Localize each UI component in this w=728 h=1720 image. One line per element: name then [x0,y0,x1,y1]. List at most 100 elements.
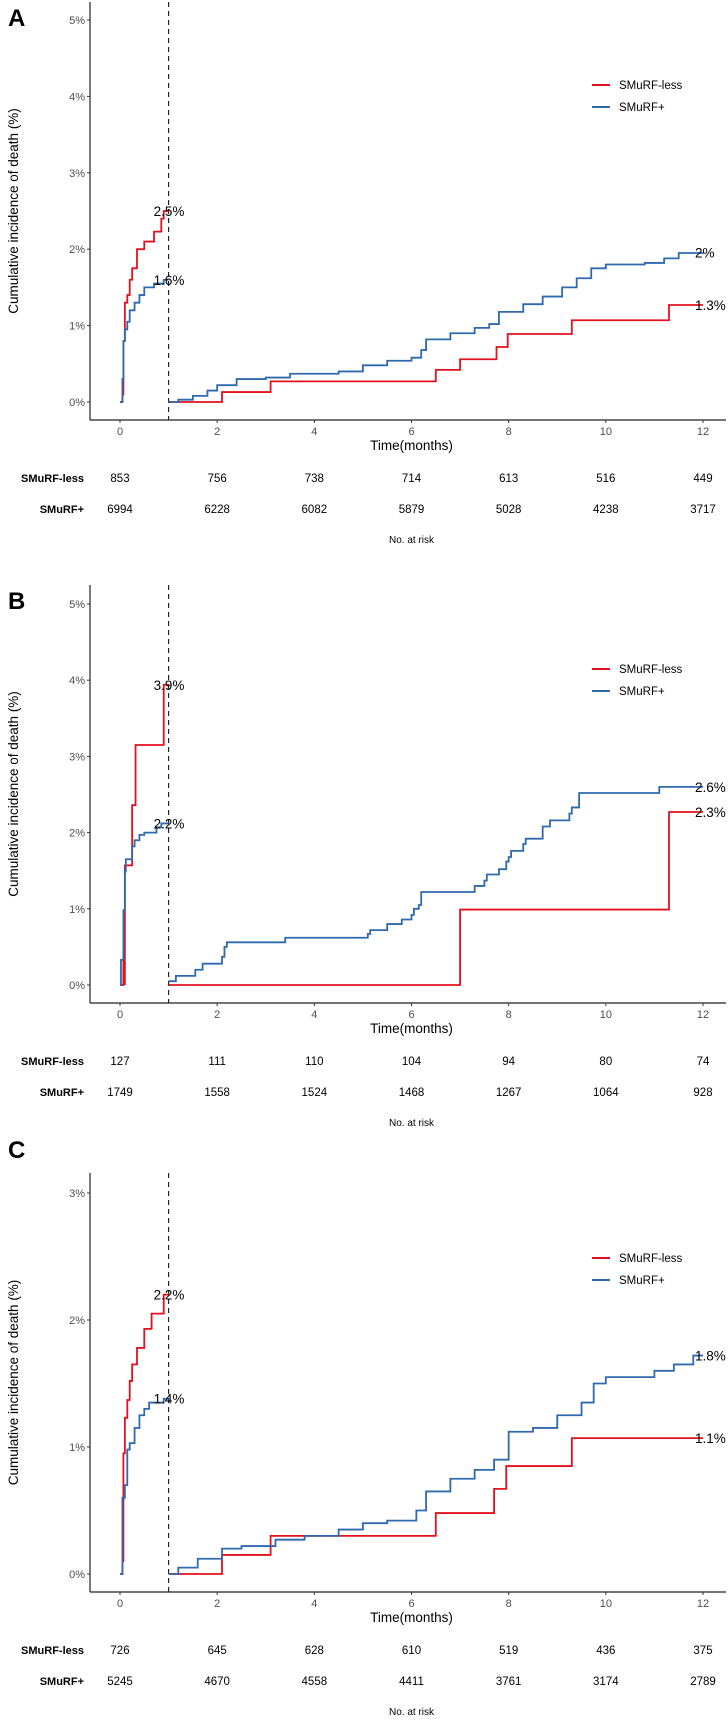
risk-value: 436 [596,1645,615,1657]
end-value-label: 2.6% [695,780,726,795]
x-tick-label: 2 [214,426,220,438]
y-tick-label: 4% [69,91,85,103]
y-tick-label: 1% [69,321,85,333]
y-tick-label: 5% [69,15,85,27]
x-tick-label: 10 [600,1598,612,1610]
risk-value: 516 [596,473,615,485]
risk-row-label: SMuRF+ [40,504,84,516]
y-tick-label: 1% [69,904,85,916]
x-tick-label: 10 [600,1009,612,1021]
risk-value: 127 [110,1056,129,1068]
landmark-value-label: 3.9% [154,678,185,693]
legend-label: SMuRF-less [619,80,683,92]
landmark-value-label: 2.2% [154,1288,185,1303]
end-value-label: 2.3% [695,805,726,820]
x-tick-label: 0 [117,1598,123,1610]
risk-value: 519 [499,1645,518,1657]
landmark-value-label: 1.4% [154,1392,185,1407]
risk-value: 6228 [204,504,230,516]
risk-value: 1267 [496,1087,522,1099]
x-tick-label: 12 [697,1009,709,1021]
landmark-value-label: 2.5% [154,204,185,219]
y-tick-label: 4% [69,675,85,687]
risk-value: 1064 [593,1087,619,1099]
x-tick-label: 8 [506,1598,512,1610]
panel-letter: C [8,1137,25,1164]
risk-value: 853 [110,473,129,485]
x-tick-label: 12 [697,1598,709,1610]
risk-value: 645 [208,1645,227,1657]
risk-value: 4411 [399,1676,424,1688]
risk-value: 94 [502,1056,515,1068]
y-tick-label: 2% [69,828,85,840]
panel-letter: B [8,588,25,615]
risk-value: 628 [305,1645,324,1657]
curve-smurfplus-early [120,278,169,403]
panel-B: B 0% 1% 2% 3% 4% 5% 0 2 4 6 8 10 12 Time(months) Cumula… [6,585,726,1129]
end-value-label: 1.1% [695,1431,726,1446]
risk-value: 1468 [399,1087,425,1099]
x-axis-title: Time(months) [370,1610,453,1625]
legend-label: SMuRF+ [619,1275,665,1287]
risk-value: 714 [402,473,422,485]
risk-value: 3174 [593,1676,619,1688]
y-axis-title: Cumulative incidence of death (%) [6,1280,21,1486]
risk-value: 110 [305,1056,323,1068]
risk-value: 1524 [302,1087,328,1099]
y-tick-label: 5% [69,599,85,611]
risk-value: 1749 [107,1087,133,1099]
curve-smurf-less-late [168,304,703,403]
x-tick-label: 2 [214,1009,220,1021]
panel-A: A 0% 1% 2% 3% 4% 5% 0 2 4 6 8 10 12 Time(months) Cumula… [6,2,726,546]
risk-value: 5028 [496,504,522,516]
risk-table-title: No. at risk [389,1118,435,1129]
risk-value: 111 [208,1056,225,1068]
risk-value: 3717 [690,504,716,516]
x-tick-label: 6 [408,1009,414,1021]
y-tick-label: 0% [69,980,85,992]
x-tick-label: 0 [117,1009,123,1021]
x-tick-label: 2 [214,1598,220,1610]
curve-smurfplus-late [168,1354,703,1575]
risk-value: 613 [499,473,518,485]
risk-value: 738 [305,473,324,485]
curve-smurf-less-early [120,210,169,403]
risk-value: 80 [599,1056,612,1068]
risk-row-label: SMuRF+ [40,1676,84,1688]
legend-label: SMuRF+ [619,686,665,698]
risk-value: 4670 [204,1676,230,1688]
landmark-value-label: 2.2% [154,816,185,831]
x-tick-label: 8 [506,1009,512,1021]
x-tick-label: 6 [408,1598,414,1610]
y-tick-label: 1% [69,1442,85,1454]
end-value-label: 1.3% [695,298,726,313]
x-tick-label: 0 [117,426,123,438]
risk-value: 4558 [302,1676,328,1688]
landmark-value-label: 1.6% [154,273,185,288]
x-tick-label: 4 [311,426,317,438]
end-value-label: 2% [695,245,715,260]
legend-label: SMuRF-less [619,664,683,676]
x-axis-title: Time(months) [370,1021,453,1036]
x-tick-label: 4 [311,1598,317,1610]
panel-letter: A [8,5,25,32]
curve-smurf-less-late [168,811,703,986]
y-tick-label: 0% [69,1569,85,1581]
x-axis-title: Time(months) [370,438,453,453]
risk-value: 1558 [204,1087,230,1099]
y-tick-label: 2% [69,1315,85,1327]
y-axis-title: Cumulative incidence of death (%) [6,691,21,897]
x-tick-label: 8 [506,426,512,438]
x-tick-label: 4 [311,1009,317,1021]
risk-row-label: SMuRF-less [21,473,84,485]
y-tick-label: 0% [69,397,85,409]
legend-label: SMuRF-less [619,1253,683,1265]
curve-smurfplus-late [168,252,704,403]
end-value-label: 1.8% [695,1349,726,1364]
y-axis-title: Cumulative incidence of death (%) [6,108,21,314]
y-tick-label: 3% [69,751,85,763]
risk-value: 4238 [593,504,619,516]
risk-value: 74 [697,1056,710,1068]
curve-smurfplus-early [120,822,169,986]
